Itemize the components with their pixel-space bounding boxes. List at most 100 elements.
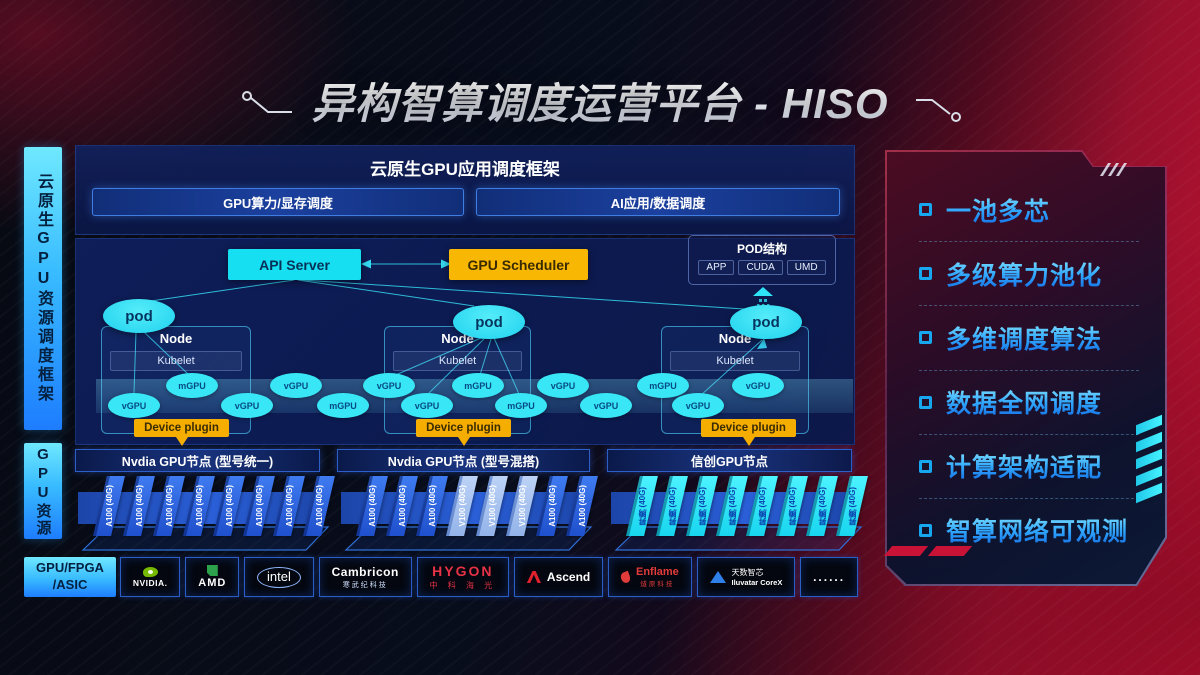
vendor-name: Enflame	[635, 566, 679, 578]
gpu-card: A100 (40G)	[363, 476, 381, 536]
gpu-card-group-3: 昇腾 (40G) 昇腾 (40G) 昇腾 (40G) 昇腾 (40G) 昇腾 (…	[611, 474, 863, 554]
mgpu-ellipse: mGPU	[166, 373, 218, 398]
vgpu-ellipse: vGPU	[108, 393, 160, 418]
gpu-card: A100 (40G)	[220, 476, 238, 536]
feature-item: 数据全网调度	[919, 371, 1139, 435]
feature-item: 多维调度算法	[919, 306, 1139, 370]
enflame-logo-icon	[619, 570, 632, 584]
vendor-name: NVIDIA.	[132, 577, 168, 588]
feature-label: 一池多芯	[946, 192, 1050, 228]
gpu-card-label: A100 (40G)	[254, 485, 264, 527]
vgpu-ellipse: vGPU	[363, 373, 415, 398]
gpu-node-header-nvidia-mixed: Nvdia GPU节点 (型号混搭)	[337, 449, 590, 472]
gpu-card: 昇腾 (40G)	[843, 476, 861, 536]
gpu-card: A100 (40G)	[423, 476, 441, 536]
gpu-card: 昇腾 (40G)	[723, 476, 741, 536]
sidebar-gpu-resource-label: GPU资源	[24, 443, 62, 539]
gpu-card-label: V100 (40G)	[457, 485, 467, 527]
feature-label: 计算架构适配	[946, 448, 1102, 484]
gpu-card-label: A100 (40G)	[547, 485, 557, 527]
feature-item: 计算架构适配	[919, 435, 1139, 499]
vendor-name: 天数智芯	[731, 568, 764, 577]
vgpu-ellipse: vGPU	[401, 393, 453, 418]
gpu-card: 昇腾 (40G)	[663, 476, 681, 536]
gpu-card: A100 (40G)	[130, 476, 148, 536]
gpu-card-label: 昇腾 (40G)	[727, 486, 737, 526]
vendor-name: ......	[813, 570, 846, 584]
gpu-card: 昇腾 (40G)	[783, 476, 801, 536]
iluvatar-logo-icon	[709, 571, 726, 583]
sidebar-chip-label: GPU/FPGA /ASIC	[24, 557, 116, 597]
gpu-card-group-2: A100 (40G) A100 (40G) A100 (40G) V100 (4…	[341, 474, 593, 554]
gpu-card: A100 (40G)	[310, 476, 328, 536]
gpu-card-label: A100 (40G)	[104, 485, 114, 527]
vgpu-ellipse: vGPU	[732, 373, 784, 398]
pod-ellipse-2: pod	[453, 305, 525, 339]
vgpu-ellipse: vGPU	[221, 393, 273, 418]
sidebar-framework-label: 云原生GPU资源调度框架	[24, 147, 62, 430]
amd-logo-icon	[206, 565, 218, 576]
vendor-name: Cambricon	[331, 564, 399, 579]
checkbox-bullet-icon	[919, 331, 932, 344]
feature-label: 数据全网调度	[946, 384, 1102, 420]
gpu-card: A100 (40G)	[280, 476, 298, 536]
ai-data-scheduling-button[interactable]: AI应用/数据调度	[476, 188, 840, 216]
gpu-card: A100 (40G)	[543, 476, 561, 536]
pod-ellipse-3: pod	[730, 305, 802, 339]
intel-logo-icon: intel	[257, 566, 301, 588]
gpu-card-label: A100 (40G)	[164, 485, 174, 527]
vgpu-ellipse: vGPU	[580, 393, 632, 418]
gpu-card-label: V100 (40G)	[517, 485, 527, 527]
gpu-card: 昇腾 (40G)	[753, 476, 771, 536]
api-server-box: API Server	[228, 249, 361, 280]
vendor-logo-row: NVIDIA. AMD intel Cambricon 寒武纪科技 HYGON …	[120, 557, 858, 597]
gpu-card: A100 (40G)	[250, 476, 268, 536]
gpu-card-label: 昇腾 (40G)	[817, 486, 827, 526]
gpu-card-label: 昇腾 (40G)	[637, 486, 647, 526]
feature-panel-inner	[887, 152, 1165, 584]
pod-item-cuda: CUDA	[738, 260, 783, 275]
gpu-card-label: 昇腾 (40G)	[847, 486, 857, 526]
hazard-stripes-cyan	[1136, 414, 1162, 504]
gpu-card-label: 昇腾 (40G)	[697, 486, 707, 526]
gpu-node-header-xinchuang: 信创GPU节点	[607, 449, 852, 472]
mgpu-ellipse: mGPU	[637, 373, 689, 398]
gpu-scheduler-box: GPU Scheduler	[449, 249, 588, 280]
gpu-card: V100 (40G)	[453, 476, 471, 536]
gpu-card-label: A100 (40G)	[194, 485, 204, 527]
connection-lines	[133, 259, 767, 397]
gpu-card: V100 (40G)	[513, 476, 531, 536]
vendor-name: HYGON	[432, 563, 494, 579]
hazard-stripes-red	[883, 546, 973, 556]
vendor-subname: 燧原科技	[640, 581, 675, 588]
vgpu-ellipse: vGPU	[672, 393, 724, 418]
app-scheduling-panel: 云原生GPU应用调度框架 GPU算力/显存调度 AI应用/数据调度	[75, 145, 855, 235]
vendor-hygon: HYGON 中 科 海 光	[416, 557, 510, 597]
vendor-name: AMD	[198, 577, 227, 589]
gpu-card-label: 昇腾 (40G)	[757, 486, 767, 526]
node-title: Node	[159, 331, 193, 346]
pod-item-umd: UMD	[786, 260, 826, 275]
ascend-logo-icon	[526, 571, 541, 583]
mgpu-ellipse: mGPU	[317, 393, 369, 418]
feature-panel: 一池多芯 多级算力池化 多维调度算法 数据全网调度 计算架构适配 智算网络可观测	[885, 150, 1167, 586]
gpu-node-header-nvidia-uniform: Nvdia GPU节点 (型号统一)	[75, 449, 320, 472]
gpu-card-group-1: A100 (40G) A100 (40G) A100 (40G) A100 (4…	[78, 474, 330, 554]
gpu-card: A100 (40G)	[393, 476, 411, 536]
pod-structure-title: POD结构	[736, 242, 787, 256]
gpu-compute-scheduling-button[interactable]: GPU算力/显存调度	[92, 188, 464, 216]
app-panel-title: 云原生GPU应用调度框架	[370, 160, 560, 179]
vendor-iluvatar: 天数智芯 Iluvatar CoreX	[696, 557, 796, 597]
feature-item: 一池多芯	[919, 178, 1139, 242]
gpu-card-label: 昇腾 (40G)	[667, 486, 677, 526]
gpu-card: 昇腾 (40G)	[693, 476, 711, 536]
scheduler-diagram-panel: API Server GPU Scheduler POD结构 APP CUDA …	[75, 235, 855, 446]
vendor-amd: AMD	[185, 557, 240, 597]
chip-line1: GPU/FPGA	[36, 560, 104, 576]
checkbox-bullet-icon	[919, 460, 932, 473]
gpu-card-label: 昇腾 (40G)	[787, 486, 797, 526]
gpu-card: V100 (40G)	[483, 476, 501, 536]
gpu-card-label: A100 (40G)	[224, 485, 234, 527]
vgpu-ellipse: vGPU	[537, 373, 589, 398]
